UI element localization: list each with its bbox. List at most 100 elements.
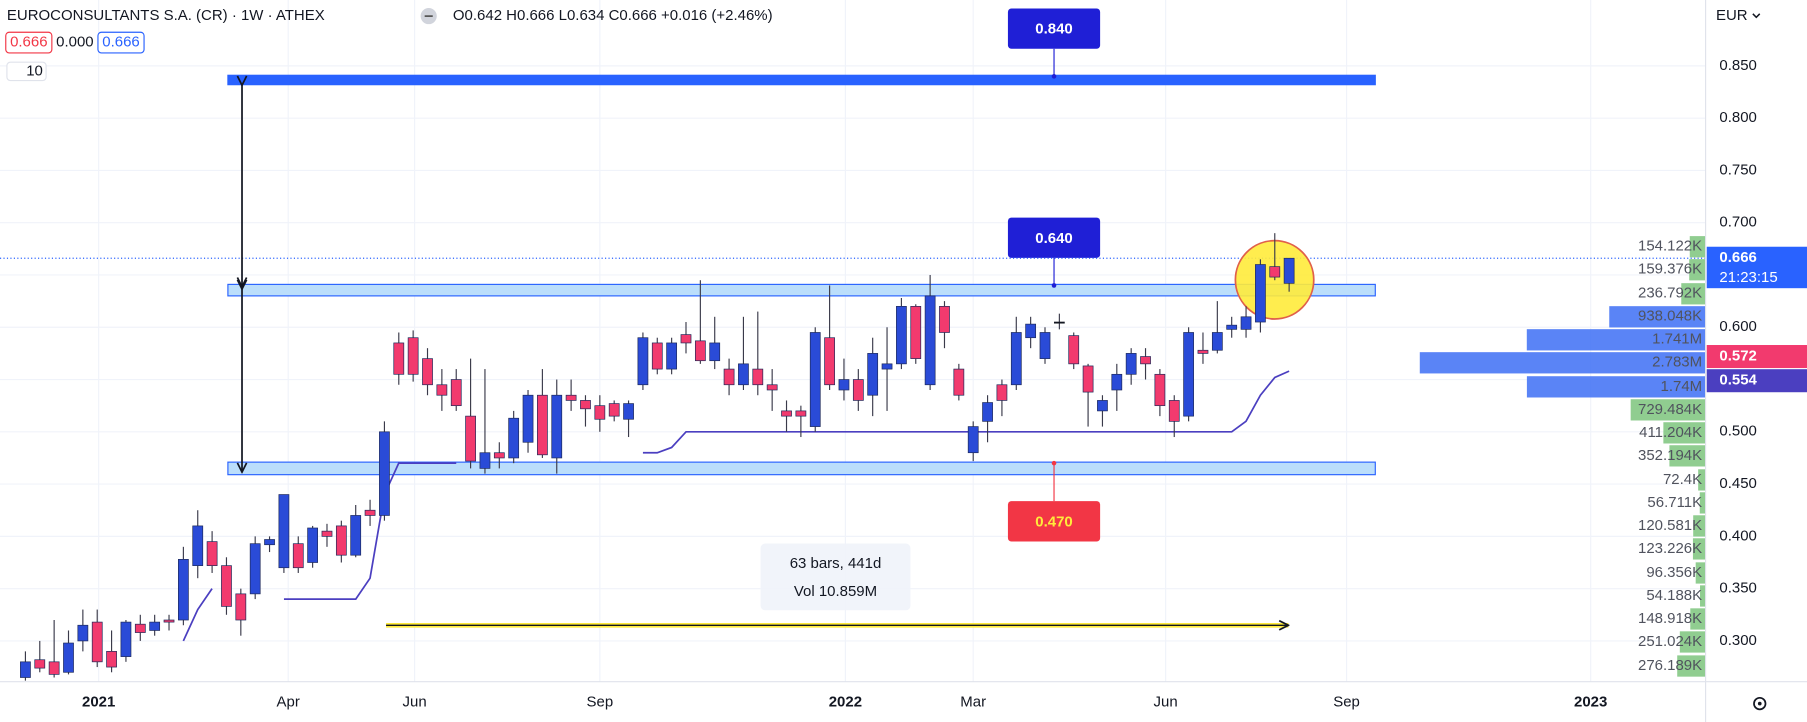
profile-bar	[1677, 655, 1706, 677]
candle-body	[867, 353, 879, 396]
candle-body	[63, 642, 74, 673]
profile-bar	[1630, 399, 1706, 421]
profile-label: 251.024K	[1638, 633, 1702, 650]
candle-body	[709, 342, 721, 362]
x-tick-label: Apr	[277, 693, 300, 710]
indicator-box[interactable]	[6, 61, 47, 82]
price-countdown: 21:23:15	[1719, 269, 1777, 286]
candle-body	[666, 342, 678, 370]
profile-bar	[1699, 492, 1706, 514]
profile-bar	[1609, 306, 1706, 328]
profile-label: 120.581K	[1638, 517, 1702, 534]
profile-label: 148.918K	[1638, 610, 1702, 627]
profile-bar	[1669, 445, 1706, 467]
candle-body	[77, 624, 89, 642]
candle-body	[264, 539, 275, 546]
profile-bar	[1663, 422, 1706, 444]
x-tick-label: 2023	[1574, 693, 1607, 710]
currency[interactable]: EUR	[1716, 7, 1748, 24]
spread-text: 0.000	[56, 34, 93, 51]
candle-body	[852, 379, 864, 401]
bid-text: 0.666	[10, 34, 47, 51]
candle-body	[393, 342, 405, 375]
profile-label: 411.204K	[1639, 424, 1702, 441]
candle-body	[551, 394, 563, 459]
y-tick-label: 0.800	[1719, 109, 1756, 126]
candle-body	[910, 305, 922, 359]
candle-body	[896, 305, 907, 365]
measure-text: 63 bars, 441d	[790, 555, 882, 572]
candle-body	[20, 661, 31, 678]
candle-body	[450, 379, 462, 407]
candle-body	[1039, 332, 1051, 359]
settings-icon-center[interactable]	[1757, 701, 1762, 706]
candle-body	[335, 525, 347, 556]
candle-body	[436, 384, 448, 396]
profile-bar	[1681, 283, 1706, 305]
settings-icon[interactable]	[1753, 696, 1767, 711]
profile-bar	[1689, 259, 1706, 281]
profile-label: 154.122K	[1638, 238, 1702, 255]
candle-body	[1068, 335, 1080, 365]
candle-body	[163, 619, 175, 623]
candle-body	[680, 334, 692, 344]
trail-layer	[0, 257, 1706, 642]
x-tick-label: Sep	[587, 693, 614, 710]
candle-body	[1111, 373, 1123, 391]
candle-body	[537, 394, 548, 456]
candle-body	[1140, 356, 1151, 365]
profile-label: 938.048K	[1638, 308, 1702, 325]
candle-body	[809, 332, 821, 427]
zone-anchor	[1051, 283, 1057, 288]
profile-bar	[1693, 515, 1706, 537]
symbol-title: EUROCONSULTANTS S.A. (CR) · 1W · ATHEX	[7, 7, 325, 24]
candle-body	[1255, 264, 1266, 323]
trail-line	[182, 370, 1290, 642]
profile-label: 1.74M	[1661, 378, 1703, 395]
x-tick-label: Jun	[1154, 693, 1178, 710]
y-tick-label: 0.350	[1719, 580, 1756, 597]
volume-profile: 154.122K 159.376K 236.792K 938.048K 1.741M 2.…	[1419, 236, 1706, 677]
zone-label-box	[1007, 8, 1101, 49]
profile-label: 2.783M	[1652, 354, 1702, 371]
zone	[227, 283, 1376, 297]
candle-body	[235, 593, 247, 621]
zone-label: 0.470	[1035, 513, 1072, 530]
candle-body	[1269, 266, 1281, 278]
zone-label: 0.840	[1035, 21, 1072, 38]
y-tick-label: 0.300	[1719, 632, 1756, 649]
candle-body	[1240, 316, 1252, 330]
candle-body	[967, 426, 979, 454]
candle-body	[134, 623, 146, 633]
candle-body	[307, 527, 318, 563]
candle-body	[1197, 349, 1209, 354]
candle-body	[350, 515, 362, 556]
candle-body	[824, 337, 835, 386]
candle-body	[1226, 324, 1238, 330]
y-tick-label: 0.400	[1719, 527, 1756, 544]
profile-label: 729.484K	[1638, 401, 1702, 418]
candle-body	[178, 559, 189, 621]
candle-body	[1053, 321, 1065, 324]
candle-body	[795, 410, 807, 417]
candle-body	[565, 394, 577, 401]
profile-bar	[1695, 562, 1706, 584]
candle-body	[364, 509, 376, 516]
x-tick-label: Mar	[960, 693, 986, 710]
price-label: 0.572	[1719, 347, 1756, 364]
candle-body	[608, 403, 620, 417]
candle-body	[580, 400, 591, 410]
price-label-box	[1706, 345, 1807, 369]
profile-label: 54.188K	[1646, 587, 1702, 604]
candle-body	[982, 402, 993, 422]
candle-body	[479, 452, 491, 469]
profile-bar	[1692, 538, 1706, 560]
candle-body	[48, 661, 60, 675]
candle-body	[781, 410, 792, 417]
measure-box	[760, 543, 911, 611]
candle-body	[1097, 400, 1108, 412]
profile-bar	[1526, 376, 1706, 398]
y-tick-label: 0.850	[1719, 57, 1756, 74]
candle-body	[508, 417, 520, 459]
candle-body	[738, 363, 749, 386]
